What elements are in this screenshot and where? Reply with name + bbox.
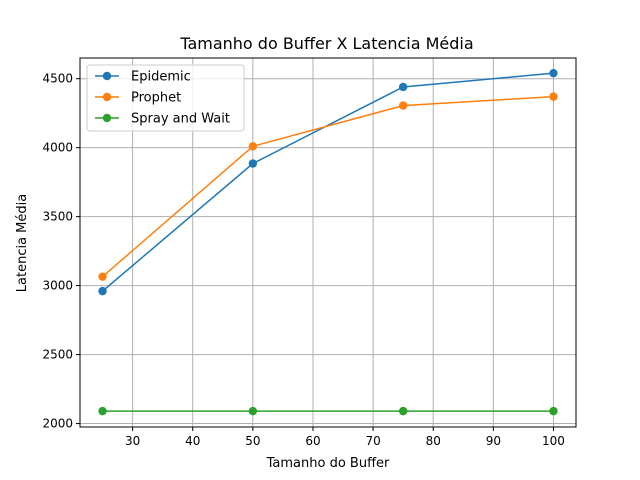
x-tick-label: 100 — [542, 434, 565, 448]
grid-lines — [80, 58, 576, 427]
x-tick-label: 60 — [305, 434, 320, 448]
y-axis-label: Latencia Média — [15, 194, 30, 292]
data-point-epidemic — [98, 286, 107, 296]
y-tick-label: 3000 — [42, 279, 73, 293]
data-point-prophet — [549, 92, 558, 101]
data-point-spray-and-wait — [98, 406, 107, 416]
y-tick-label: 3500 — [42, 210, 73, 224]
legend: Epidemic Prophet Spray and Wait — [86, 64, 245, 132]
x-tick-label: 50 — [245, 434, 260, 448]
x-tick-label: 70 — [365, 434, 380, 448]
legend-label-epidemic: Epidemic — [131, 70, 191, 85]
legend-label-prophet: Prophet — [131, 91, 181, 106]
y-tick-label: 4500 — [42, 72, 73, 86]
series-line-prophet — [102, 95, 554, 278]
x-axis-label: Tamanho do Buffer — [266, 456, 390, 471]
legend-label-spray-and-wait: Spray and Wait — [131, 112, 230, 127]
data-point-spray-and-wait — [248, 406, 258, 416]
legend-box — [86, 64, 245, 132]
y-tick-label: 4000 — [42, 141, 73, 155]
x-tick-label: 40 — [185, 434, 200, 448]
legend-marker-epidemic — [102, 71, 112, 81]
legend-marker-spray-and-wait — [102, 113, 112, 123]
x-axis-ticks: 30 40 50 60 70 80 90 100 — [125, 427, 565, 448]
data-point-epidemic — [549, 68, 558, 78]
chart-title: Tamanho do Buffer X Latencia Média — [179, 34, 473, 53]
x-tick-label: 80 — [426, 434, 441, 448]
y-tick-label: 2000 — [42, 417, 73, 431]
y-tick-label: 2500 — [42, 348, 73, 362]
legend-marker-prophet — [102, 92, 112, 102]
data-point-epidemic — [398, 82, 408, 92]
data-point-prophet — [398, 101, 408, 110]
y-axis-ticks: 2000 2500 3000 3500 4000 4500 — [42, 72, 80, 431]
data-point-spray-and-wait — [398, 406, 408, 416]
series-layer — [98, 68, 558, 416]
data-point-epidemic — [248, 159, 258, 168]
plot-frame — [79, 57, 577, 428]
data-point-prophet — [248, 142, 258, 151]
x-tick-label: 30 — [125, 434, 140, 448]
data-point-spray-and-wait — [549, 406, 558, 416]
x-tick-label: 90 — [486, 434, 501, 448]
data-point-prophet — [98, 272, 107, 281]
